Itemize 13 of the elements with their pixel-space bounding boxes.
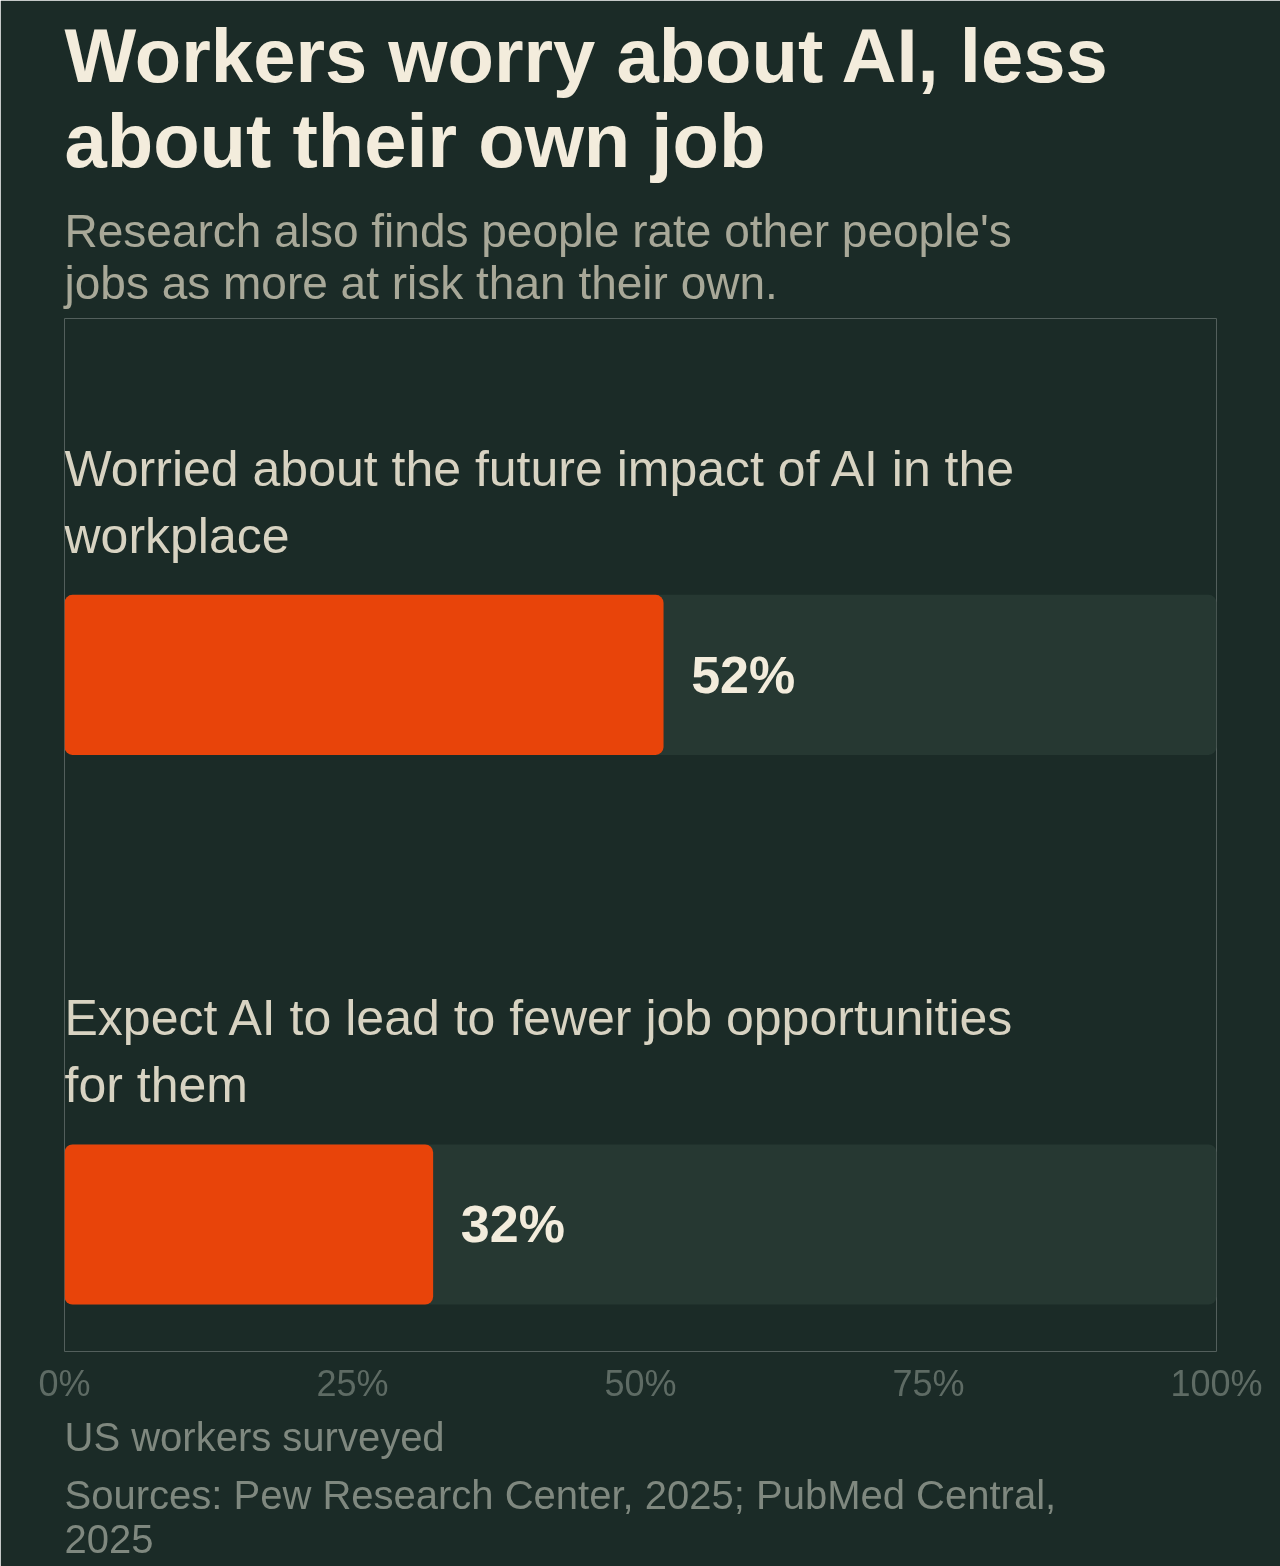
y-tick-label: Worried about the future impact of AI in the workplace [63,440,1015,564]
chart-subtitle: Research also finds people rate other people's jobs as more at risk than their own. [62,204,1012,309]
source-note: Sources: Pew Research Center, 2025; PubMed Central, 2025 [64,1472,1057,1561]
text: US workers surveyed [64,1414,445,1459]
y-tick-label: Expect AI to lead to fewer job opportunities for them [64,990,1013,1114]
data-label: 52% [691,645,796,704]
x-tick-label: 100% [1170,1362,1263,1404]
data-label: 32% [460,1195,565,1254]
x-tick-label: 0% [38,1362,91,1404]
x-tick-label: 25% [316,1362,389,1404]
x-tick-label: 50% [604,1362,677,1404]
chart-title: Workers worry about AI, less about their own job [64,12,1108,183]
x-tick-label: 75% [892,1362,965,1404]
